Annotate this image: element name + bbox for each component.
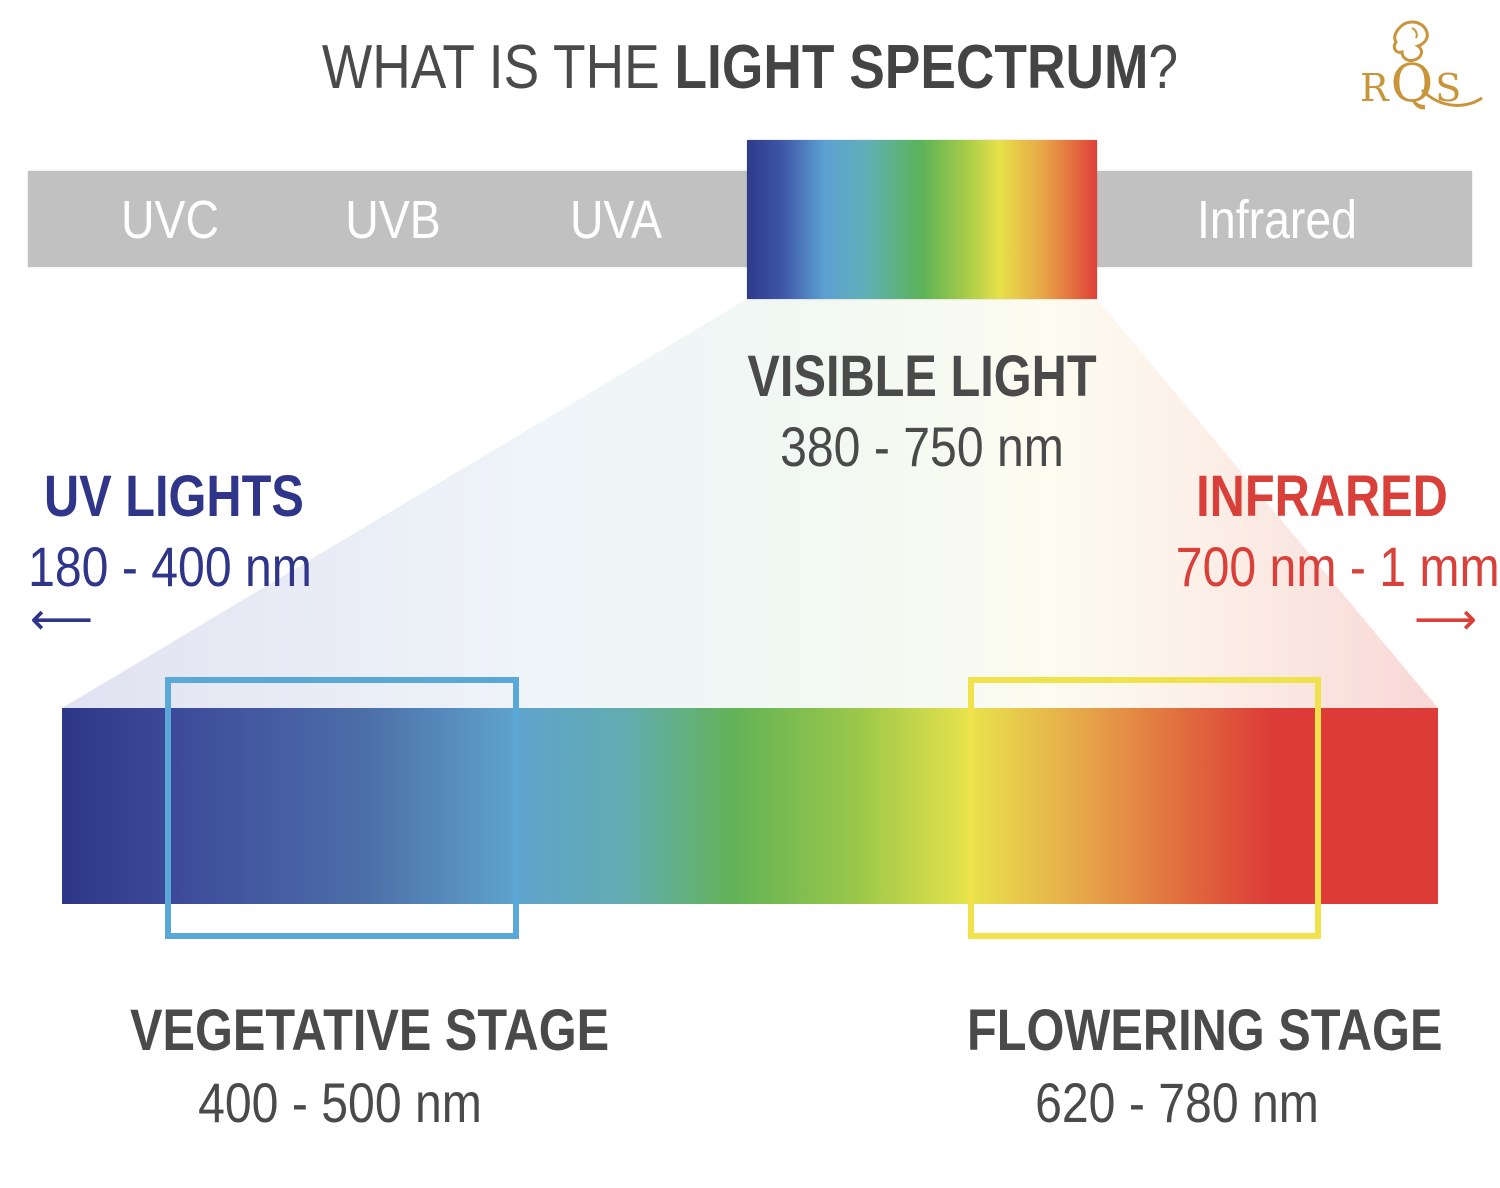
flowering-range: 620 - 780 nm [1035,1071,1319,1134]
title-prefix: WHAT IS THE [321,33,675,102]
vegetative-heading: VEGETATIVE STAGE [130,998,610,1063]
uv-lights-heading: UV LIGHTS [44,464,304,529]
flowering-range-box [968,677,1321,939]
band-uvc: UVC [120,190,220,250]
page-title: WHAT IS THE LIGHT SPECTRUM? [105,28,1395,108]
uv-lights-range: 180 - 400 nm [28,535,312,598]
title-suffix: ? [1148,33,1179,102]
visible-light-range: 380 - 750 nm [780,415,1064,478]
logo-s: S [1435,66,1464,110]
logo-q: Q [1390,54,1436,114]
vegetative-range-box [165,677,519,939]
flowering-heading: FLOWERING STAGE [967,998,1443,1063]
right-arrow-icon: ⟶ [1414,595,1478,644]
infrared-range: 700 nm - 1 mm [1175,535,1500,598]
infrared-heading: INFRARED [1196,464,1448,529]
band-infrared: Infrared [1196,190,1358,250]
rqs-logo: RQS [1352,18,1487,114]
lion-icon [1392,20,1483,107]
visible-band [747,140,1097,299]
visible-spectrum-bar [62,708,1438,904]
band-uvb: UVB [345,190,441,250]
left-arrow-icon: ⟵ [30,595,94,644]
title-bold: LIGHT SPECTRUM [674,33,1149,102]
band-uva: UVA [569,190,663,250]
visible-light-heading: VISIBLE LIGHT [747,344,1097,409]
logo-r: R [1360,66,1391,110]
logo-text: RQS [1360,54,1463,114]
vegetative-range: 400 - 500 nm [198,1071,482,1134]
